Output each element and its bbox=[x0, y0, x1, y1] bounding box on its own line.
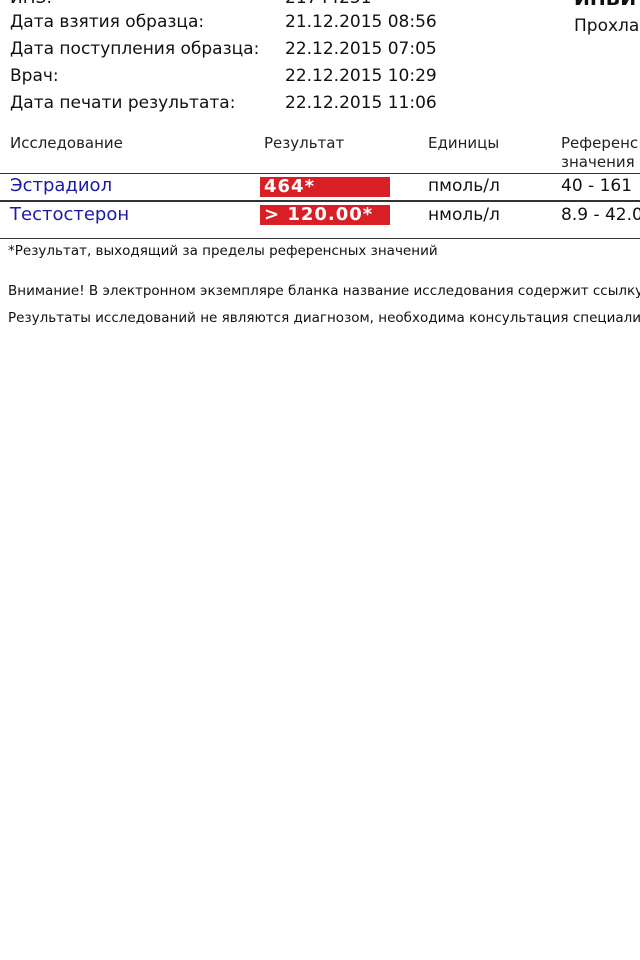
sample-taken-label: Дата взятия образца: bbox=[10, 12, 205, 32]
inz-label: ИНЗ: bbox=[10, 0, 52, 8]
table-bottom-divider bbox=[0, 238, 640, 239]
col-header-units: Единицы bbox=[428, 134, 500, 152]
result-value: 464* bbox=[260, 177, 390, 197]
inz-value: 21744251 bbox=[285, 0, 372, 8]
print-date-label: Дата печати результата: bbox=[10, 93, 236, 113]
col-header-result: Результат bbox=[264, 134, 345, 152]
col-header-reference: Референс bbox=[561, 134, 639, 152]
units: нмоль/л bbox=[428, 205, 500, 225]
disclaimer-text: Результаты исследований не являются диаг… bbox=[8, 310, 640, 326]
units: пмоль/л bbox=[428, 176, 500, 196]
sample-taken-value: 21.12.2015 08:56 bbox=[285, 12, 437, 32]
result-value: > 120.00* bbox=[260, 205, 390, 225]
print-date-value: 22.12.2015 11:06 bbox=[285, 93, 437, 113]
reference-range: 40 - 161 bbox=[561, 176, 633, 196]
sample-received-label: Дата поступления образца: bbox=[10, 39, 260, 59]
row-divider bbox=[0, 200, 640, 202]
warning-text: Внимание! В электронном экземпляре бланк… bbox=[8, 283, 640, 299]
sample-received-value: 22.12.2015 07:05 bbox=[285, 39, 437, 59]
test-link-testosterone[interactable]: Тестостерон bbox=[10, 204, 130, 225]
header-divider bbox=[0, 173, 640, 174]
lab-address: Прохлад bbox=[574, 16, 640, 36]
col-header-test: Исследование bbox=[10, 134, 123, 152]
test-link-estradiol[interactable]: Эстрадиол bbox=[10, 175, 113, 196]
col-header-reference-2: значения bbox=[561, 153, 635, 171]
footnote: *Результат, выходящий за пределы референ… bbox=[8, 243, 438, 259]
doctor-value: 22.12.2015 10:29 bbox=[285, 66, 437, 86]
doctor-label: Врач: bbox=[10, 66, 59, 86]
lab-name: ИНВИТ bbox=[574, 0, 640, 10]
reference-range: 8.9 - 42.0 bbox=[561, 205, 640, 225]
